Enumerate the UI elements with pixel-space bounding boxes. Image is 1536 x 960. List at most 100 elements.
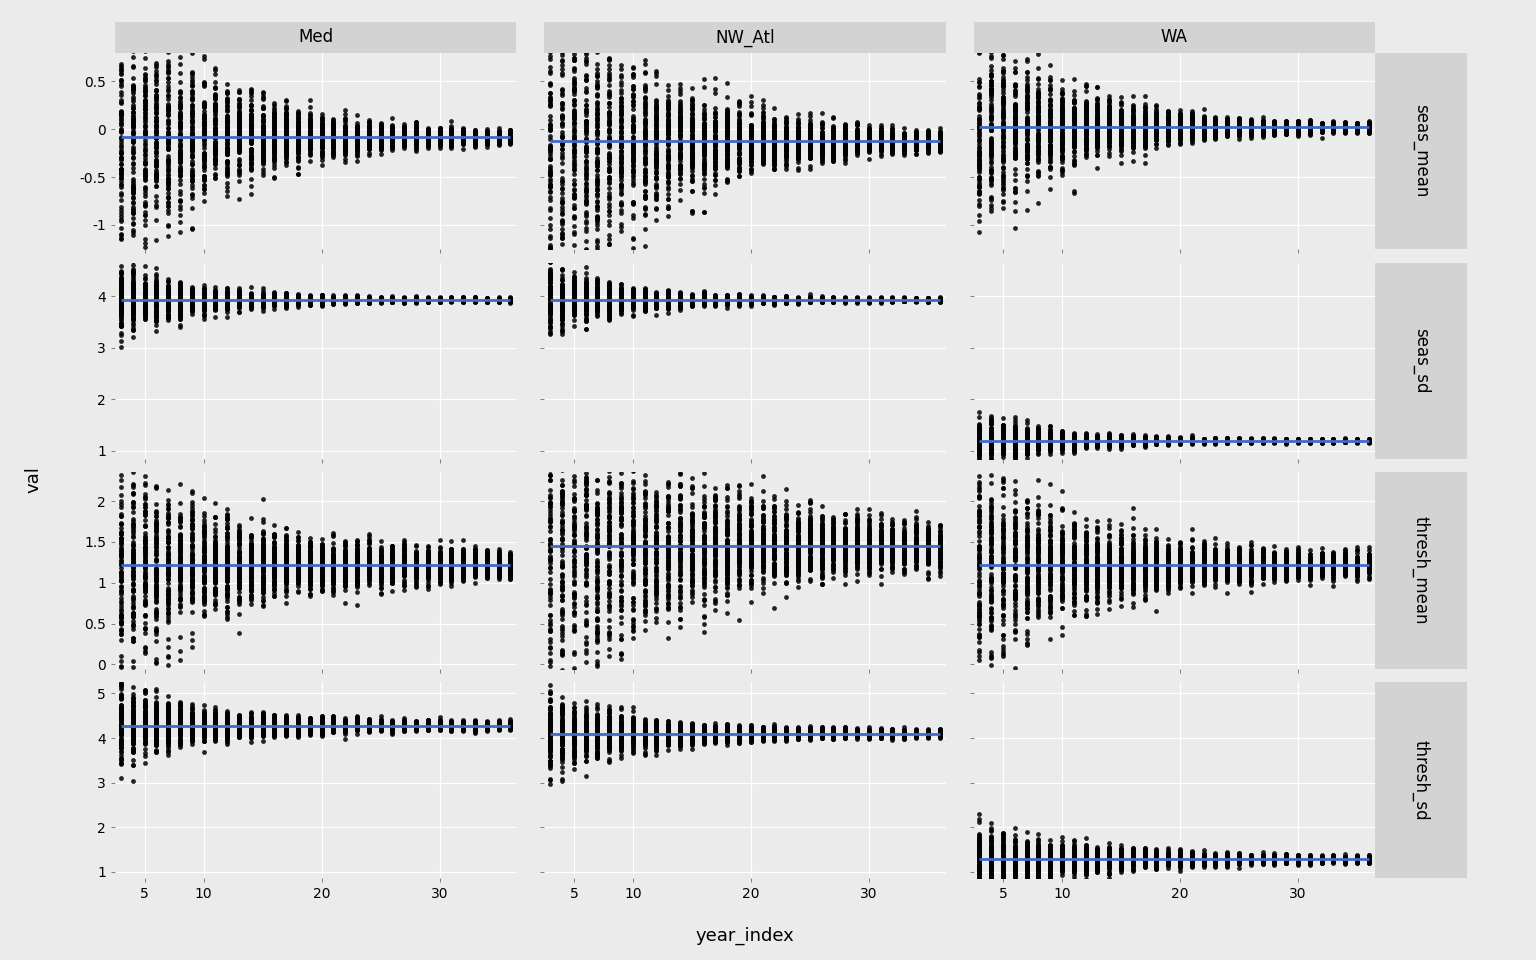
Point [762, 730, 786, 745]
Point [487, 292, 511, 307]
Point [1333, 852, 1358, 867]
Point [1250, 850, 1275, 865]
Point [427, 132, 452, 148]
Point [1356, 122, 1381, 137]
Point [227, 537, 252, 552]
Point [498, 129, 522, 144]
Point [833, 131, 857, 146]
Point [797, 126, 822, 141]
Point [822, 727, 846, 742]
Point [573, 260, 598, 276]
Point [192, 523, 217, 539]
Point [1263, 434, 1287, 449]
Point [356, 561, 381, 576]
Point [1180, 117, 1204, 132]
Point [679, 724, 703, 739]
Point [1192, 541, 1217, 557]
Point [344, 538, 369, 553]
Point [203, 87, 227, 103]
Point [1227, 558, 1252, 573]
Point [263, 721, 287, 736]
Point [868, 547, 892, 563]
Point [538, 777, 562, 792]
Point [1309, 854, 1333, 870]
Point [109, 590, 134, 606]
Point [1180, 117, 1204, 132]
Point [691, 293, 716, 308]
Point [1049, 438, 1074, 453]
Point [227, 553, 252, 568]
Point [1333, 850, 1358, 865]
Point [1026, 422, 1051, 438]
Point [452, 715, 476, 731]
Point [1298, 434, 1322, 449]
Point [1321, 122, 1346, 137]
Point [978, 594, 1003, 610]
Point [739, 554, 763, 569]
Point [298, 714, 323, 730]
Point [321, 295, 346, 310]
Point [1273, 433, 1298, 448]
Point [298, 721, 323, 736]
Point [121, 0, 146, 11]
Point [1003, 84, 1028, 99]
Point [833, 543, 857, 559]
Point [416, 127, 441, 142]
Point [498, 566, 522, 582]
Point [263, 571, 287, 587]
Point [1121, 120, 1146, 135]
Point [1321, 433, 1346, 448]
Point [404, 575, 429, 590]
Point [416, 127, 441, 142]
Point [298, 288, 323, 303]
Point [475, 554, 499, 569]
Point [1180, 433, 1204, 448]
Point [1157, 436, 1181, 451]
Point [751, 291, 776, 306]
Point [703, 722, 728, 737]
Point [1038, 852, 1063, 868]
Point [1321, 852, 1346, 867]
Point [1074, 558, 1098, 573]
Point [309, 298, 333, 313]
Point [203, 569, 227, 585]
Point [452, 542, 476, 558]
Point [144, 306, 169, 322]
Point [356, 711, 381, 727]
Point [656, 727, 680, 742]
Point [762, 292, 786, 307]
Point [192, 99, 217, 114]
Point [585, 307, 610, 323]
Point [167, 599, 192, 614]
Point [416, 548, 441, 564]
Point [475, 557, 499, 572]
Point [1344, 433, 1369, 448]
Point [238, 540, 263, 556]
Point [238, 296, 263, 311]
Point [1061, 841, 1086, 856]
Point [1061, 134, 1086, 150]
Point [1203, 562, 1227, 577]
Point [608, 494, 633, 510]
Point [1333, 434, 1358, 449]
Point [369, 717, 393, 732]
Point [379, 124, 404, 139]
Point [1298, 556, 1322, 571]
Point [427, 126, 452, 141]
Point [644, 539, 668, 554]
Point [356, 562, 381, 577]
Point [1086, 432, 1111, 447]
Point [1215, 432, 1240, 447]
Point [786, 731, 811, 746]
Point [585, 506, 610, 521]
Point [238, 298, 263, 313]
Point [1014, 51, 1038, 66]
Point [121, 732, 146, 748]
Point [928, 291, 952, 306]
Point [452, 722, 476, 737]
Point [573, 445, 598, 461]
Point [1263, 120, 1287, 135]
Point [167, 42, 192, 58]
Point [286, 288, 310, 303]
Point [180, 282, 204, 298]
